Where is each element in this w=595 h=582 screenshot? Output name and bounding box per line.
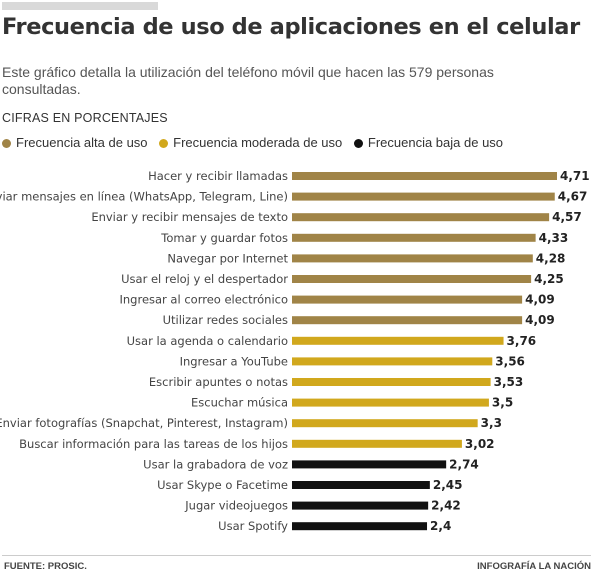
category-label: Tomar y guardar fotos bbox=[160, 231, 288, 245]
bar bbox=[292, 295, 523, 304]
top-accent-bar bbox=[2, 2, 158, 10]
category-label: Buscar información para las tareas de lo… bbox=[19, 437, 288, 451]
legend-item-alta: Frecuencia alta de uso bbox=[2, 135, 148, 150]
chart-title: Frecuencia de uso de aplicaciones en el … bbox=[2, 14, 580, 40]
value-label: 2,42 bbox=[431, 499, 461, 513]
bar bbox=[292, 439, 462, 448]
value-label: 3,53 bbox=[494, 375, 524, 389]
value-label: 3,3 bbox=[481, 416, 502, 430]
category-label: Ingresar a YouTube bbox=[180, 354, 288, 368]
bar bbox=[292, 501, 429, 510]
bar bbox=[292, 316, 523, 325]
category-label: Hacer y recibir llamadas bbox=[148, 169, 288, 183]
legend-dot-alta bbox=[2, 139, 11, 148]
credit-note: INFOGRAFÍA LA NACIÓN bbox=[477, 561, 591, 572]
value-label: 4,09 bbox=[525, 313, 555, 327]
category-label: Utilizar redes sociales bbox=[163, 313, 288, 327]
source-note: FUENTE: PROSIC. bbox=[4, 561, 87, 572]
value-label: 4,09 bbox=[525, 293, 555, 307]
bar bbox=[292, 233, 536, 242]
value-label: 3,02 bbox=[465, 437, 495, 451]
bar bbox=[292, 398, 489, 407]
bar bbox=[292, 522, 428, 531]
bar bbox=[292, 254, 533, 263]
footer-divider bbox=[2, 555, 591, 556]
bar bbox=[292, 336, 504, 345]
bar bbox=[292, 213, 550, 222]
value-label: 2,4 bbox=[430, 519, 451, 533]
bar bbox=[292, 357, 493, 366]
category-label: Usar el reloj y el despertador bbox=[121, 272, 288, 286]
category-label: Jugar videojuegos bbox=[184, 499, 288, 513]
category-label: Enviar y recibir mensajes de texto bbox=[91, 210, 288, 224]
legend-label-baja: Frecuencia baja de uso bbox=[367, 135, 504, 150]
bar bbox=[292, 419, 478, 428]
value-label: 4,28 bbox=[536, 251, 566, 265]
legend-label-moderada: Frecuencia moderada de uso bbox=[173, 135, 343, 150]
category-label: Usar la grabadora de voz bbox=[143, 457, 288, 471]
value-label: 3,76 bbox=[507, 334, 537, 348]
legend-item-baja: Frecuencia baja de uso bbox=[353, 135, 504, 150]
bar bbox=[292, 378, 491, 386]
value-label: 3,5 bbox=[492, 396, 513, 410]
value-label: 4,67 bbox=[558, 190, 588, 204]
value-label: 4,71 bbox=[560, 169, 590, 183]
legend: Frecuencia alta de uso Frecuencia modera… bbox=[2, 135, 511, 150]
bar bbox=[292, 460, 447, 469]
bar bbox=[292, 275, 532, 283]
bar bbox=[292, 172, 557, 180]
value-label: 2,45 bbox=[433, 478, 463, 492]
category-label: Usar Skype o Facetime bbox=[157, 478, 288, 492]
category-label: Enviar mensajes en línea (WhatsApp, Tele… bbox=[0, 190, 288, 204]
bar bbox=[292, 481, 430, 489]
legend-item-moderada: Frecuencia moderada de uso bbox=[159, 135, 342, 150]
value-label: 3,56 bbox=[495, 354, 525, 368]
legend-dot-baja bbox=[353, 139, 363, 148]
category-label: Ingresar al correo electrónico bbox=[119, 293, 288, 307]
value-label: 2,74 bbox=[449, 457, 479, 471]
chart-subtitle: Este gráfico detalla la utilización del … bbox=[2, 64, 494, 97]
value-label: 4,33 bbox=[539, 231, 569, 245]
category-label: Escribir apuntes o notas bbox=[149, 375, 288, 389]
bar-chart: Hacer y recibir llamadas 4,71 Enviar mensa… bbox=[0, 169, 590, 533]
units-label: CIFRAS EN PORCENTAJES bbox=[2, 111, 168, 125]
category-label: Usar Spotify bbox=[218, 519, 288, 533]
bar bbox=[292, 192, 555, 201]
category-label: Navegar por Internet bbox=[167, 251, 288, 265]
category-label: Usar la agenda o calendario bbox=[127, 334, 288, 348]
value-label: 4,57 bbox=[552, 210, 582, 224]
legend-label-alta: Frecuencia alta de uso bbox=[16, 135, 148, 150]
value-label: 4,25 bbox=[534, 272, 564, 286]
category-label: Enviar fotografías (Snapchat, Pinterest,… bbox=[0, 416, 288, 430]
legend-dot-moderada bbox=[159, 139, 169, 148]
category-label: Escuchar música bbox=[191, 396, 288, 410]
